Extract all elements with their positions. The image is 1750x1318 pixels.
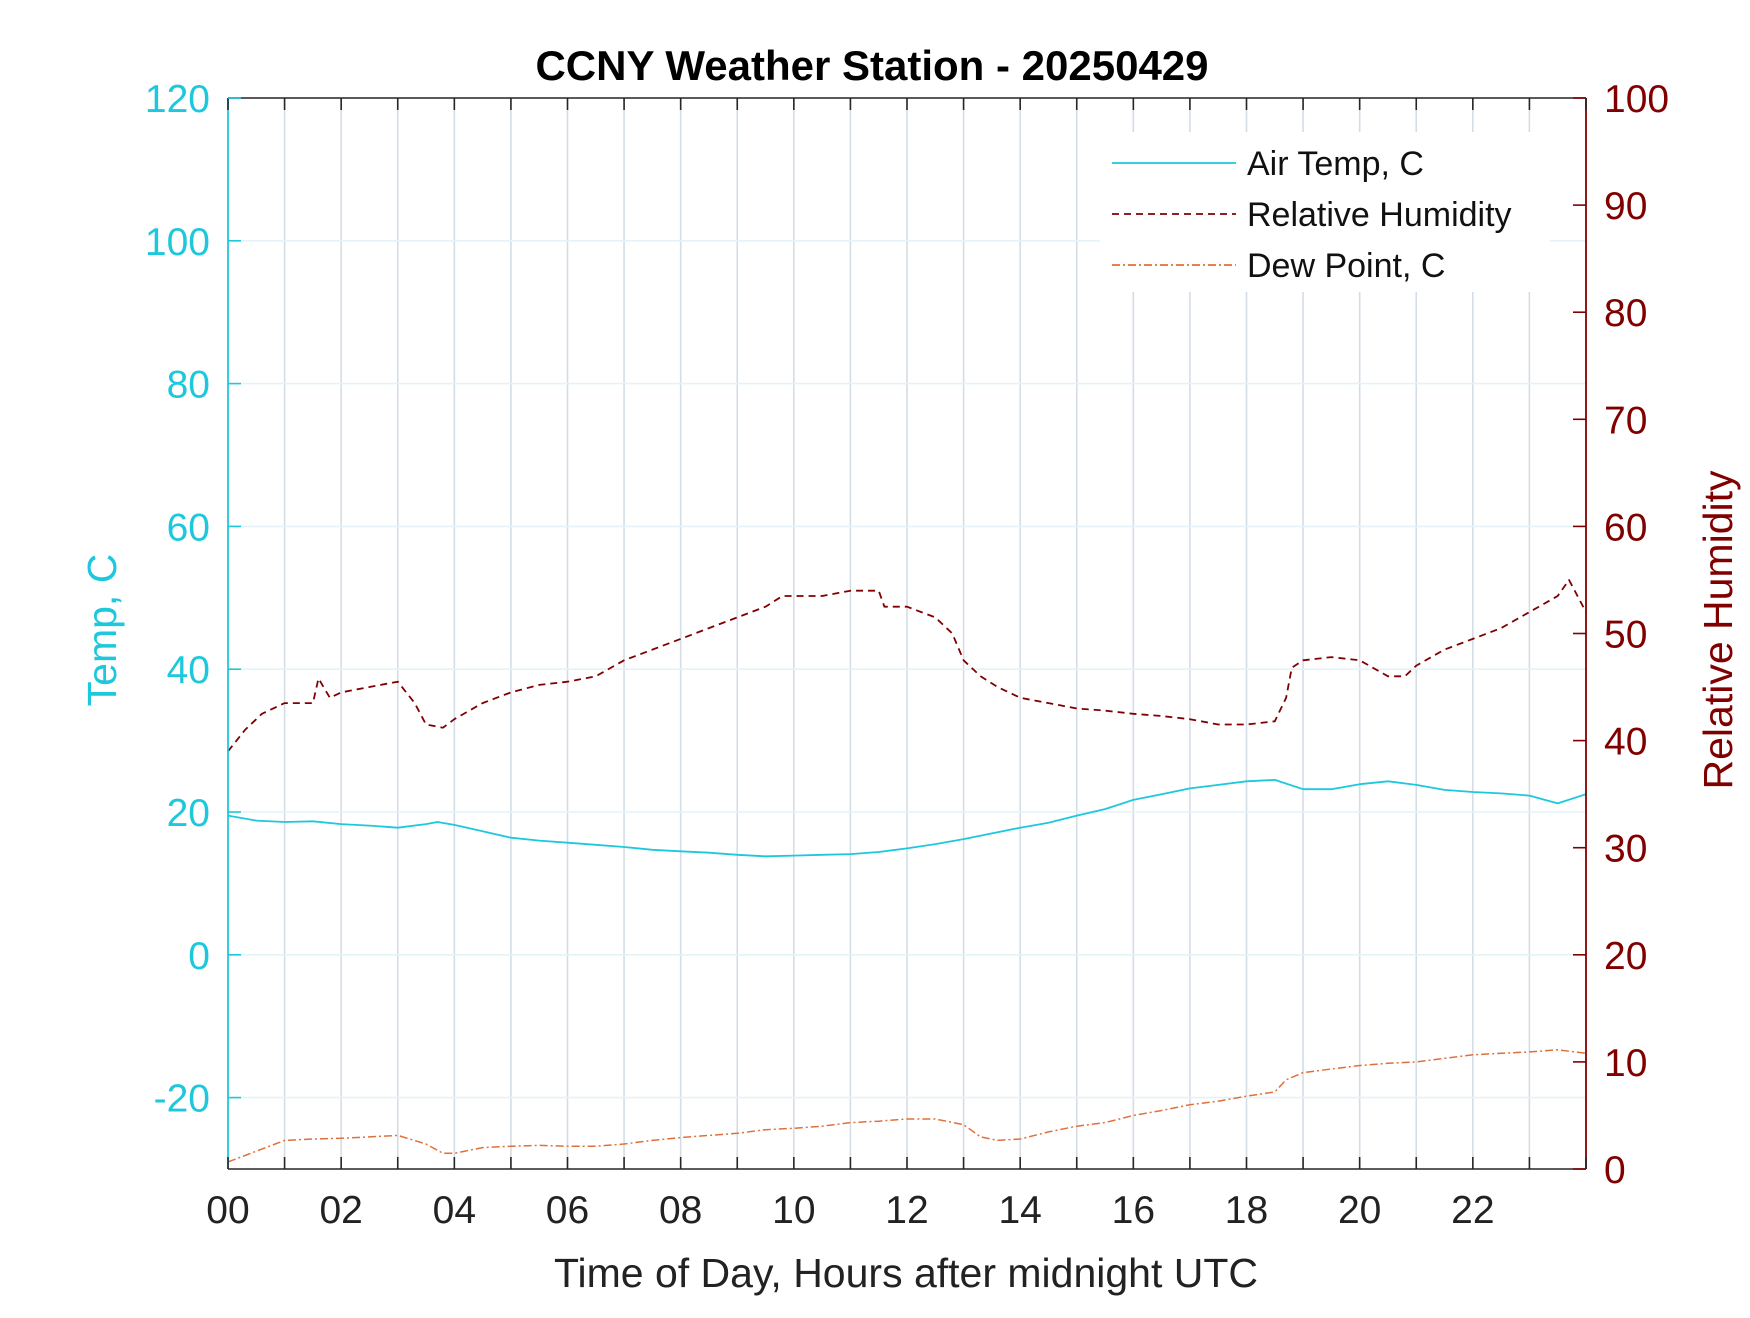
y-right-tick-label: 90	[1604, 185, 1647, 228]
x-tick-label: 14	[998, 1189, 1041, 1232]
legend-label-dew-point: Dew Point, C	[1247, 247, 1445, 285]
x-tick-label: 04	[433, 1189, 476, 1232]
y-left-tick-label: 20	[167, 792, 210, 835]
y-left-tick-label: 40	[167, 649, 210, 692]
y-right-tick-label: 40	[1604, 721, 1647, 764]
y-left-tick-label: 60	[167, 506, 210, 549]
x-tick-label: 16	[1112, 1189, 1155, 1232]
y-right-tick-label: 0	[1604, 1149, 1626, 1192]
legend-label-air-temp: Air Temp, C	[1247, 145, 1424, 183]
y-axis-label-right: Relative Humidity	[1695, 470, 1741, 789]
legend: Air Temp, C Relative Humidity Dew Point,…	[1100, 132, 1550, 292]
series-line-dew-point	[227, 1049, 1587, 1163]
axes-layer: 00 02 04 06 08 10 12 14 16 18 20 22-200204060801001…	[145, 78, 1669, 1232]
x-tick-label: 06	[546, 1189, 589, 1232]
y-right-tick-label: 70	[1604, 399, 1647, 442]
y-left-tick-label: 120	[145, 78, 210, 121]
grid-layer	[228, 97, 1586, 1169]
y-left-tick-label: 80	[167, 364, 210, 407]
x-tick-label: 20	[1338, 1189, 1381, 1232]
legend-label-relative-humidity: Relative Humidity	[1247, 196, 1512, 234]
y-right-tick-label: 30	[1604, 828, 1647, 871]
y-right-tick-label: 20	[1604, 935, 1647, 978]
x-tick-label: 10	[772, 1189, 815, 1232]
x-tick-label: 18	[1225, 1189, 1268, 1232]
y-left-tick-label: -20	[154, 1078, 210, 1121]
y-left-tick-label: 0	[188, 935, 210, 978]
y-right-tick-label: 80	[1604, 292, 1647, 335]
x-tick-label: 00	[206, 1189, 249, 1232]
x-tick-label: 12	[885, 1189, 928, 1232]
y-right-tick-label: 50	[1604, 614, 1647, 657]
series-line-relative-humidity	[227, 579, 1587, 752]
y-right-tick-label: 10	[1604, 1042, 1647, 1085]
x-tick-label: 02	[319, 1189, 362, 1232]
legend-box	[1100, 132, 1550, 292]
y-left-tick-label: 100	[145, 221, 210, 264]
series-layer	[227, 579, 1587, 1163]
x-tick-label: 08	[659, 1189, 702, 1232]
y-right-tick-label: 60	[1604, 506, 1647, 549]
x-axis-label: Time of Day, Hours after midnight UTC	[554, 1250, 1258, 1296]
series-line-air-temp	[227, 779, 1587, 858]
y-right-tick-label: 100	[1604, 78, 1669, 121]
y-axis-label-left: Temp, C	[79, 554, 125, 707]
x-tick-label: 22	[1451, 1189, 1494, 1232]
chart-title: CCNY Weather Station - 20250429	[535, 42, 1208, 89]
